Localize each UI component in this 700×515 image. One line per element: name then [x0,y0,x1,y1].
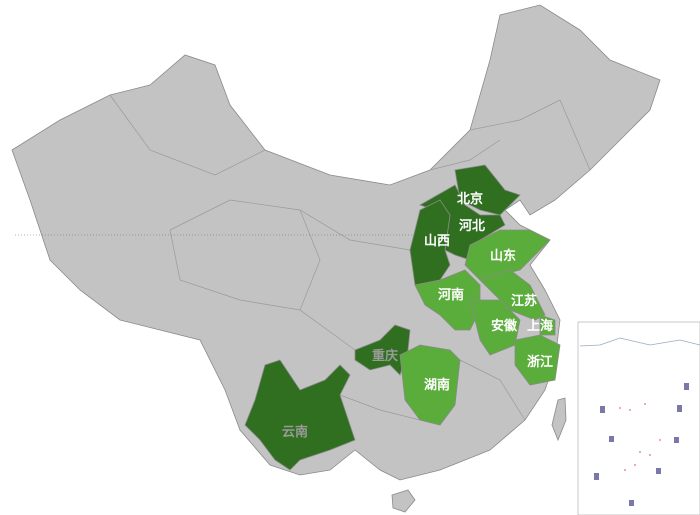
province-2 [409,199,451,286]
province-label: 浙江 [527,354,553,370]
province-label: 山西 [424,233,450,249]
province-borders [109,94,591,421]
province-label: 河南 [438,287,464,303]
inset-dots [619,403,661,471]
province-label: 湖南 [424,377,450,393]
province-label: 河北 [459,218,485,234]
province-8 [469,299,521,356]
province-label: 上海 [527,318,553,334]
china-base [11,4,661,481]
province-5 [464,229,551,281]
province-label: 云南 [282,424,308,440]
province-label: 山东 [490,248,516,264]
province-label: 安徽 [491,318,518,334]
south-china-sea-inset [577,321,700,515]
province-label: 重庆 [372,348,398,364]
inset-islands [594,383,689,506]
hainan-island [391,489,416,513]
province-11 [399,344,461,426]
province-10 [514,334,561,386]
province-label: 北京 [457,191,483,207]
taiwan-island [551,397,567,442]
inset-coast [579,337,700,347]
province-4 [244,359,356,471]
province-label: 江苏 [511,293,537,309]
province-9 [539,314,556,336]
